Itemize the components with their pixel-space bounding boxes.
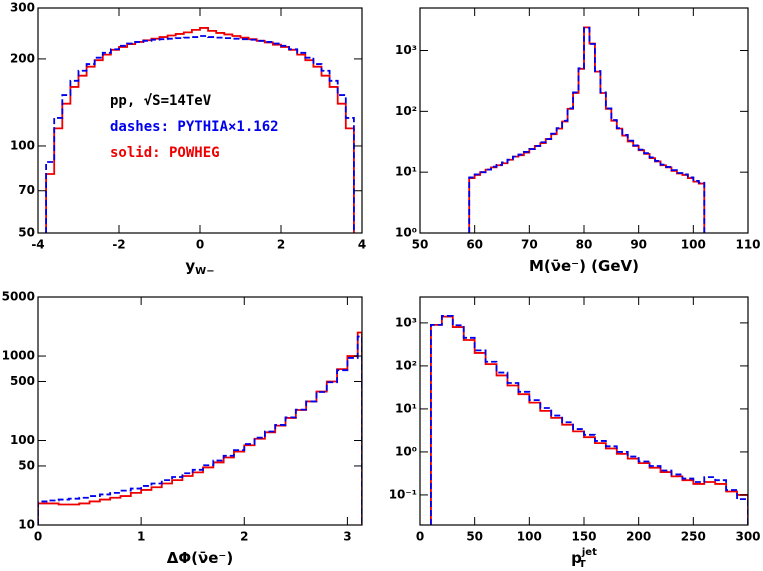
x-axis-label: M(ν̄e⁻) (GeV) xyxy=(529,257,639,275)
x-axis-label: pjet T xyxy=(571,547,597,570)
y-tick-label: 10² xyxy=(395,104,417,118)
y-tick-label: 10¹ xyxy=(395,401,417,415)
panel: 50 60 70 80 90 100 110 10⁰ 10¹ 10² 10³ M(ν̄e⁻) (GeV… xyxy=(395,7,761,275)
histogram-line xyxy=(468,27,706,233)
annotation: pp, √S=14TeV xyxy=(110,93,212,109)
plot-frame xyxy=(37,296,363,526)
y-tick-label: 100 xyxy=(10,138,35,152)
y-tick-label: 10⁰ xyxy=(395,226,417,240)
x-tick-label: 150 xyxy=(571,530,596,544)
annotation: dashes: PYTHIA×1.162 xyxy=(110,119,279,135)
x-tick-label: 70 xyxy=(521,238,538,252)
x-tick-label: -2 xyxy=(112,238,125,252)
histogram-line xyxy=(38,331,362,525)
x-tick-label: 4 xyxy=(358,238,366,252)
histogram-line xyxy=(430,315,748,525)
plot-frame xyxy=(419,296,749,526)
x-axis-label-main: M(ν̄e⁻) (GeV) xyxy=(529,257,639,275)
y-tick-label: 10³ xyxy=(395,43,417,57)
x-tick-label: 300 xyxy=(735,530,760,544)
y-tick-label: 50 xyxy=(18,458,35,472)
x-tick-label: 80 xyxy=(576,238,593,252)
y-tick-label: 10³ xyxy=(395,315,417,329)
x-axis-label-sub: T xyxy=(579,559,586,570)
annotation: solid: POWHEG xyxy=(110,145,220,161)
x-tick-label: 100 xyxy=(681,238,706,252)
x-tick-label: 2 xyxy=(240,530,248,544)
y-tick-label: 10⁰ xyxy=(395,444,417,458)
y-tick-label: 50 xyxy=(18,226,35,240)
y-tick-label: 10 xyxy=(18,518,35,532)
y-tick-label: 10² xyxy=(395,358,417,372)
x-axis-label-sup: jet xyxy=(581,547,597,558)
x-tick-label: 2 xyxy=(277,238,285,252)
y-tick-label: 10¹ xyxy=(395,165,417,179)
x-tick-label: 50 xyxy=(466,530,483,544)
x-tick-label: 0 xyxy=(34,530,42,544)
panel: 0 1 2 3 10 50 100 500 1000 5000 ΔΦ(ν̄e⁻) xyxy=(2,290,363,567)
x-tick-label: 90 xyxy=(630,238,647,252)
x-axis-label: yW− xyxy=(185,257,214,278)
y-tick-label: 500 xyxy=(10,374,35,388)
x-tick-label: 3 xyxy=(343,530,351,544)
x-axis-label-sub: W− xyxy=(195,266,214,277)
histogram-line xyxy=(38,335,362,525)
y-tick-label: 70 xyxy=(18,183,35,197)
x-axis-label-main: p xyxy=(571,549,582,567)
y-tick-label: 1000 xyxy=(2,349,35,363)
x-tick-label: 0 xyxy=(416,530,424,544)
x-tick-label: 60 xyxy=(466,238,483,252)
histogram-line xyxy=(45,35,355,233)
x-tick-label: 1 xyxy=(137,530,145,544)
panel: 0 50 100 150 200 250 300 10⁻¹ 10⁰ 10¹ 10² 10³ pjet T xyxy=(389,296,761,570)
panel: -4 -2 0 2 4 50 70 100 200 300 yW− pp, √S=14TeV dashe… xyxy=(10,1,366,278)
x-tick-label: 100 xyxy=(517,530,542,544)
x-tick-label: -4 xyxy=(31,238,44,252)
x-tick-label: 250 xyxy=(681,530,706,544)
y-tick-label: 300 xyxy=(10,1,35,15)
x-tick-label: 50 xyxy=(412,238,429,252)
x-tick-label: 200 xyxy=(626,530,651,544)
x-axis-label-main: y xyxy=(185,257,195,275)
y-tick-label: 200 xyxy=(10,51,35,65)
x-tick-label: 0 xyxy=(196,238,204,252)
x-axis-label-main: ΔΦ(ν̄e⁻) xyxy=(167,549,233,567)
x-axis-label: ΔΦ(ν̄e⁻) xyxy=(167,549,233,567)
y-tick-label: 10⁻¹ xyxy=(389,487,417,501)
x-tick-label: 110 xyxy=(735,238,760,252)
histogram-line xyxy=(468,26,706,233)
y-tick-label: 100 xyxy=(10,433,35,447)
y-tick-label: 5000 xyxy=(2,290,35,304)
histogram-line xyxy=(430,315,748,525)
